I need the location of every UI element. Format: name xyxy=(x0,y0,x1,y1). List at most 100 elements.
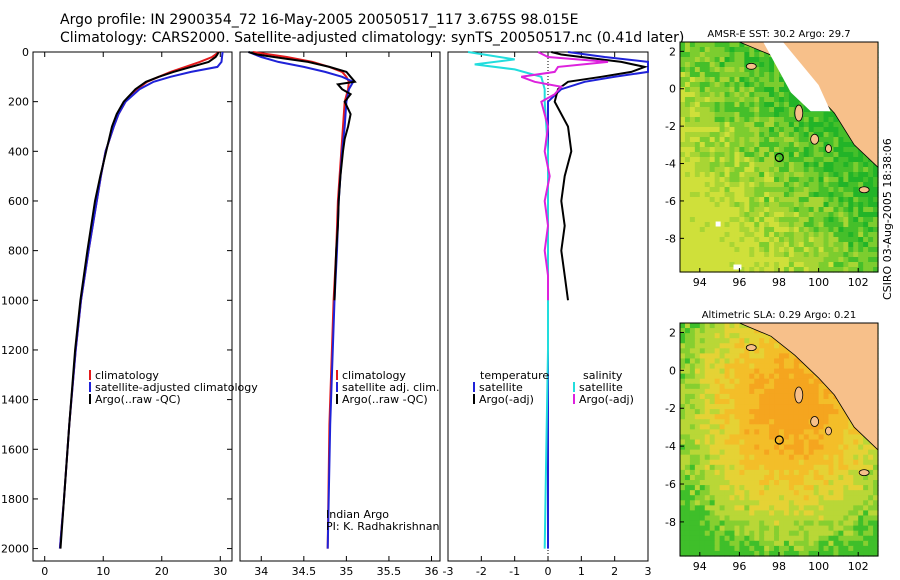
map-cell xyxy=(724,157,731,163)
map-cell xyxy=(828,550,835,557)
x-tick-label: 20 xyxy=(155,565,169,578)
map-cell xyxy=(863,444,869,451)
map-cell xyxy=(779,525,785,532)
map-cell xyxy=(759,520,765,527)
map-cell xyxy=(783,414,790,420)
map-cell xyxy=(779,439,785,446)
map-cell xyxy=(843,167,849,173)
map-cell xyxy=(873,550,879,557)
map-cell xyxy=(704,333,711,339)
map-cell xyxy=(848,267,854,273)
map-cell xyxy=(858,540,864,547)
y-tick-label: 1400 xyxy=(1,394,29,407)
map-cell xyxy=(823,454,830,461)
map-cell xyxy=(798,439,805,446)
map-cell xyxy=(779,202,785,208)
map-cell xyxy=(739,525,745,532)
map-cell xyxy=(729,47,736,53)
map-cell xyxy=(714,520,721,527)
map-cell xyxy=(769,77,775,83)
map-cell xyxy=(719,152,726,158)
map-cell xyxy=(754,398,760,405)
map-cell xyxy=(838,152,844,158)
map-cell xyxy=(680,187,686,193)
map-cell xyxy=(873,454,879,461)
map-cell xyxy=(754,97,760,103)
map-cell xyxy=(680,480,686,486)
map-cell xyxy=(739,187,745,193)
map-cell xyxy=(744,152,750,158)
map-cell xyxy=(684,257,691,263)
map-cell xyxy=(873,495,879,501)
map-cell xyxy=(714,388,721,395)
map-cell xyxy=(744,257,750,263)
map-cell xyxy=(704,353,711,360)
map-cell xyxy=(779,132,785,138)
map-cell xyxy=(684,474,691,481)
map-cell xyxy=(719,530,726,537)
map-cell xyxy=(739,102,745,108)
map-cell xyxy=(813,222,820,228)
map-cell xyxy=(838,464,844,471)
map-cell xyxy=(739,192,745,198)
map-cell xyxy=(734,62,740,68)
map-cell xyxy=(749,217,755,223)
map-cell xyxy=(684,348,691,354)
map-cell xyxy=(868,217,874,223)
map-cell xyxy=(749,162,755,168)
map-cell xyxy=(853,267,859,273)
map-cell xyxy=(724,545,731,552)
map-cell xyxy=(724,373,731,380)
map-cell xyxy=(818,207,825,213)
map-cell xyxy=(699,57,706,63)
map-cell xyxy=(689,217,696,223)
map-cell xyxy=(759,510,765,517)
map-cell xyxy=(833,197,839,203)
map-cell xyxy=(729,132,736,138)
map-cell xyxy=(833,540,839,547)
map-cell xyxy=(699,363,706,370)
map-cell xyxy=(868,485,874,491)
map-cell xyxy=(848,505,854,512)
map-cell xyxy=(749,358,755,365)
map-cell xyxy=(793,495,800,501)
map-cell xyxy=(699,262,706,268)
map-cell xyxy=(739,383,745,390)
map-cell xyxy=(719,469,726,476)
map-cell xyxy=(749,485,755,491)
map-cell xyxy=(838,167,844,173)
map-cell xyxy=(709,469,716,476)
map-cell xyxy=(764,485,770,491)
map-cell xyxy=(754,242,760,248)
map-cell xyxy=(739,505,745,512)
map-cell xyxy=(744,107,750,113)
map-cell xyxy=(734,177,740,183)
map-cell xyxy=(680,177,686,183)
map-cell xyxy=(719,102,726,108)
map-cell xyxy=(863,535,869,542)
map-cell xyxy=(793,505,800,512)
map-cell xyxy=(779,480,785,486)
map-cell xyxy=(684,47,691,53)
map-cell xyxy=(793,137,800,143)
map-cell xyxy=(704,515,711,522)
map-cell xyxy=(813,242,820,248)
map-cell xyxy=(689,222,696,228)
map-cell xyxy=(680,500,686,506)
map-cell xyxy=(858,237,864,243)
map-cell xyxy=(823,237,830,243)
map-cell xyxy=(680,132,686,138)
map-cell xyxy=(764,172,770,178)
map-cell xyxy=(853,480,859,486)
map-cell xyxy=(833,132,839,138)
map-cell xyxy=(724,107,731,113)
map-cell xyxy=(684,444,691,451)
map-cell xyxy=(684,515,691,522)
map-cell xyxy=(848,262,854,268)
map-cell xyxy=(699,459,706,466)
map-cell xyxy=(759,459,765,466)
map-cell xyxy=(689,393,696,400)
map-cell xyxy=(793,449,800,456)
map-cell xyxy=(803,480,810,486)
map-cell xyxy=(813,535,820,542)
